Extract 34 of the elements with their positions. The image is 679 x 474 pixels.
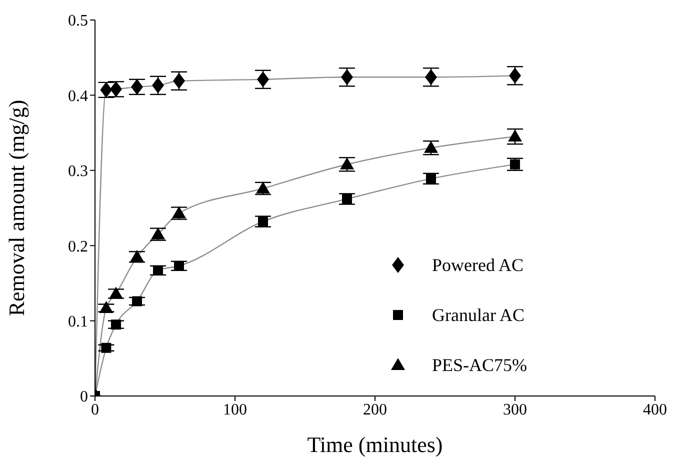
point — [258, 216, 268, 227]
y-axis-title: Removal amount (mg/g) — [4, 100, 29, 316]
point — [510, 159, 520, 170]
x-tick-label: 200 — [363, 401, 387, 418]
point — [342, 194, 352, 204]
point — [152, 77, 164, 94]
x-axis-title: Time (minutes) — [307, 432, 443, 457]
legend-label: PES-AC75% — [432, 354, 528, 376]
y-tick-label: 0.2 — [68, 238, 88, 256]
point — [99, 301, 114, 314]
y-tick-label: 0 — [80, 388, 88, 406]
point — [174, 260, 184, 271]
y-tick-label: 0.5 — [68, 12, 88, 30]
x-tick-label: 100 — [223, 401, 247, 418]
x-tick-label: 0 — [91, 401, 99, 418]
x-tick-label: 300 — [503, 401, 527, 418]
point — [153, 265, 163, 276]
point — [101, 342, 112, 353]
point — [132, 296, 142, 306]
legend-label: Granular AC — [432, 304, 524, 326]
point — [425, 69, 437, 86]
point — [257, 71, 269, 88]
legend-label: Powered AC — [432, 254, 524, 276]
point — [131, 78, 143, 95]
point — [426, 174, 436, 184]
point — [173, 72, 185, 89]
point — [341, 69, 353, 86]
point — [111, 320, 121, 330]
y-tick-label: 0.1 — [68, 313, 88, 330]
point — [509, 68, 521, 84]
point — [508, 130, 522, 142]
y-tick-label: 0.3 — [68, 163, 88, 180]
x-tick-label: 400 — [643, 401, 667, 418]
y-tick-label: 0.4 — [68, 88, 88, 105]
